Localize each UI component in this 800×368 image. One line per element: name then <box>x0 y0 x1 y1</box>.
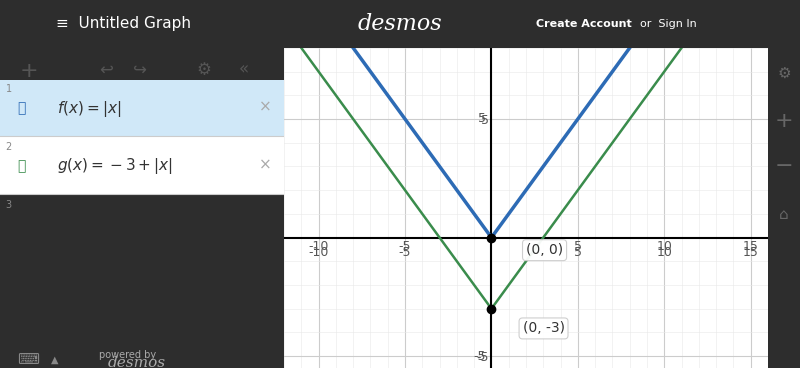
Text: 15: 15 <box>742 246 758 259</box>
Text: 5: 5 <box>574 246 582 259</box>
Text: ⌂: ⌂ <box>779 207 789 222</box>
Text: desmos: desmos <box>358 13 442 35</box>
Text: ↩: ↩ <box>99 61 114 79</box>
Text: $f(x) = |x|$: $f(x) = |x|$ <box>57 99 121 118</box>
Text: ⚙: ⚙ <box>777 66 791 81</box>
Text: ×: × <box>258 100 271 114</box>
Text: 〜: 〜 <box>17 159 26 173</box>
Text: powered by: powered by <box>99 350 157 360</box>
Text: ▲: ▲ <box>51 355 58 365</box>
FancyBboxPatch shape <box>0 80 284 138</box>
Text: -10: -10 <box>308 246 329 259</box>
Text: «: « <box>238 61 249 79</box>
Text: desmos: desmos <box>108 356 166 368</box>
FancyBboxPatch shape <box>0 138 284 195</box>
Text: −: − <box>774 156 794 176</box>
Text: $g(x) = -3 + |x|$: $g(x) = -3 + |x|$ <box>57 156 173 176</box>
Text: 3: 3 <box>6 200 12 210</box>
Text: 1: 1 <box>6 85 12 95</box>
Text: 〜: 〜 <box>17 102 26 116</box>
Text: -5: -5 <box>474 350 486 362</box>
Text: +: + <box>774 112 794 131</box>
Text: +: + <box>20 61 38 81</box>
Text: or  Sign In: or Sign In <box>640 19 697 29</box>
Text: ≡  Untitled Graph: ≡ Untitled Graph <box>56 17 191 31</box>
Text: ⌨: ⌨ <box>17 353 39 368</box>
Text: ↪: ↪ <box>134 61 147 79</box>
Text: ×: × <box>258 157 271 172</box>
Text: -5: -5 <box>398 246 411 259</box>
Text: ⚙: ⚙ <box>196 61 211 79</box>
Text: (0, 0): (0, 0) <box>526 243 563 257</box>
Text: (0, -3): (0, -3) <box>522 321 565 335</box>
Text: 2: 2 <box>6 142 12 152</box>
Text: 10: 10 <box>656 246 672 259</box>
Text: Create Account: Create Account <box>536 19 632 29</box>
Text: 5: 5 <box>478 113 486 125</box>
